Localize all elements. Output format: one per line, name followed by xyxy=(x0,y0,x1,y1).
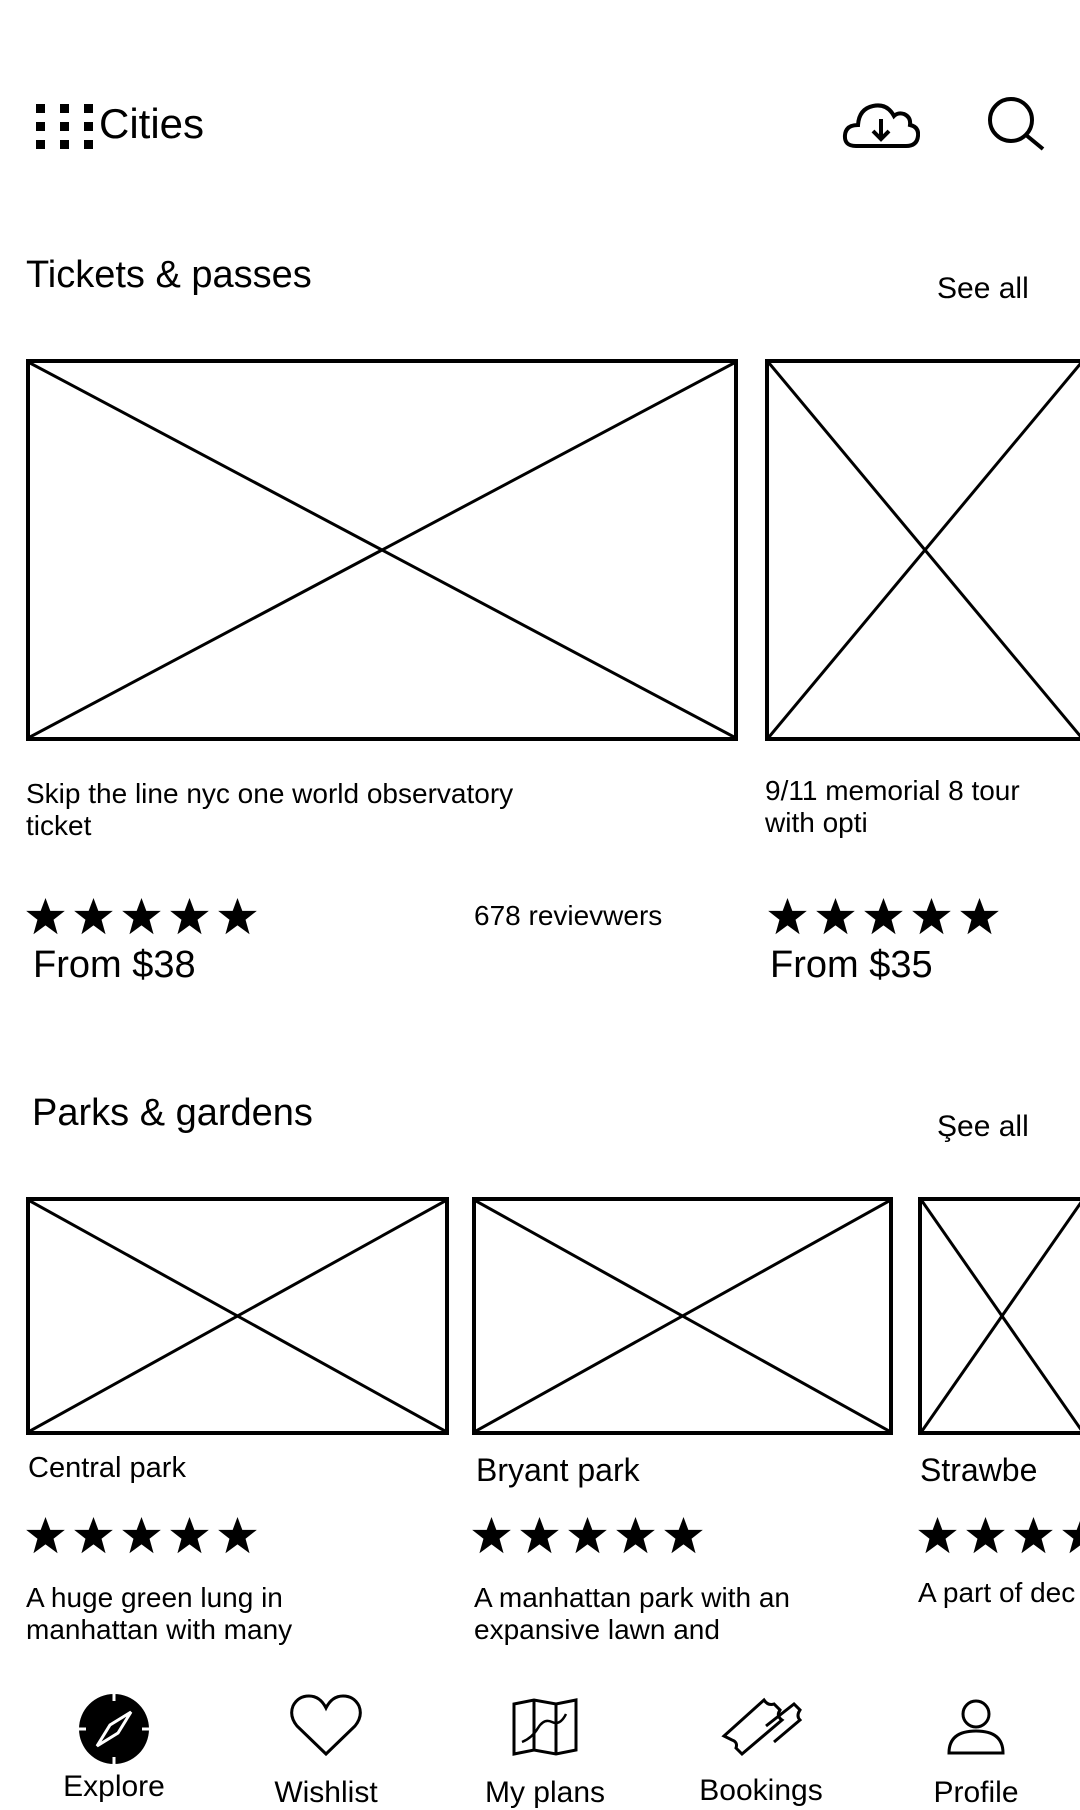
nav-label: Wishlist xyxy=(274,1776,378,1809)
park-card-image[interactable] xyxy=(26,1197,449,1435)
star-icon xyxy=(816,898,855,935)
rating-stars xyxy=(26,1517,257,1554)
parks-see-all-link[interactable]: Şee all xyxy=(937,1110,1029,1143)
ticket-card-image[interactable] xyxy=(765,359,1080,741)
star-icon xyxy=(960,898,999,935)
star-icon xyxy=(918,1517,957,1554)
star-icon xyxy=(664,1517,703,1554)
park-card-image[interactable] xyxy=(918,1197,1080,1435)
star-icon xyxy=(170,1517,209,1554)
tickets-see-all-link[interactable]: See all xyxy=(937,272,1029,305)
ticket-price: From $38 xyxy=(33,944,196,986)
nav-explore[interactable]: Explore xyxy=(44,1692,184,1804)
park-card-description: A huge green lung in manhattan with many xyxy=(26,1582,293,1645)
park-card-description: A part of dec xyxy=(918,1577,1076,1608)
rating-stars xyxy=(768,898,999,935)
star-icon xyxy=(768,898,807,935)
rating-stars xyxy=(918,1517,1080,1554)
star-icon xyxy=(122,1517,161,1554)
star-icon xyxy=(1062,1521,1080,1554)
ticket-price: From $35 xyxy=(770,944,933,986)
search-icon xyxy=(988,97,1045,151)
park-card-title[interactable]: Bryant park xyxy=(476,1452,640,1488)
rating-stars xyxy=(472,1517,703,1554)
park-card-title[interactable]: Strawbe xyxy=(920,1452,1038,1488)
image-placeholder-icon xyxy=(769,363,1080,737)
star-icon xyxy=(170,898,209,935)
ticket-card-image[interactable] xyxy=(26,359,738,741)
park-card-title[interactable]: Central park xyxy=(28,1452,186,1484)
grid-menu-icon xyxy=(36,104,93,149)
star-icon xyxy=(966,1517,1005,1554)
nav-bookings[interactable]: Bookings xyxy=(686,1696,836,1808)
heart-icon xyxy=(290,1694,362,1757)
download-button[interactable] xyxy=(842,96,921,152)
star-icon xyxy=(122,898,161,935)
star-icon xyxy=(74,1517,113,1554)
star-icon xyxy=(26,1517,65,1554)
menu-button[interactable] xyxy=(36,104,94,150)
star-icon xyxy=(912,898,951,935)
map-icon xyxy=(512,1698,578,1756)
nav-label: Bookings xyxy=(699,1774,823,1807)
star-icon xyxy=(218,1517,257,1554)
nav-label: My plans xyxy=(484,1776,606,1809)
tickets-section-title: Tickets & passes xyxy=(26,254,312,296)
rating-stars xyxy=(26,898,257,935)
nav-wishlist[interactable]: Wishlist xyxy=(256,1694,396,1810)
star-icon xyxy=(864,898,903,935)
nav-label: Explore xyxy=(63,1770,165,1803)
image-placeholder-icon xyxy=(30,1201,445,1431)
image-placeholder-icon xyxy=(476,1201,889,1431)
person-icon xyxy=(947,1699,1005,1755)
image-placeholder-icon xyxy=(922,1201,1080,1431)
park-card-description: A manhattan park with an expansive lawn … xyxy=(474,1582,790,1645)
cloud-download-icon xyxy=(842,103,921,148)
compass-icon xyxy=(79,1694,149,1764)
ticket-card-title[interactable]: 9/11 memorial 8 tour with opti xyxy=(765,775,1020,838)
rating-stars-clip xyxy=(918,1517,1080,1557)
star-icon xyxy=(26,898,65,935)
ticket-icon xyxy=(721,1697,802,1757)
search-button[interactable] xyxy=(986,96,1046,152)
parks-section-title: Parks & gardens xyxy=(32,1092,313,1134)
star-icon xyxy=(74,898,113,935)
image-placeholder-icon xyxy=(30,363,734,737)
star-icon xyxy=(616,1517,655,1554)
nav-my-plans[interactable]: My plans xyxy=(470,1698,620,1810)
nav-label: Profile xyxy=(933,1776,1019,1809)
star-icon xyxy=(1014,1517,1053,1554)
star-icon xyxy=(520,1517,559,1554)
nav-profile[interactable]: Profile xyxy=(906,1698,1046,1810)
review-count: 678 revievwers xyxy=(474,900,663,931)
star-icon xyxy=(472,1517,511,1554)
ticket-card-title[interactable]: Skip the line nyc one world observatory … xyxy=(26,778,514,841)
page-title: Cities xyxy=(99,100,205,147)
star-icon xyxy=(568,1517,607,1554)
star-icon xyxy=(218,898,257,935)
park-card-image[interactable] xyxy=(472,1197,893,1435)
